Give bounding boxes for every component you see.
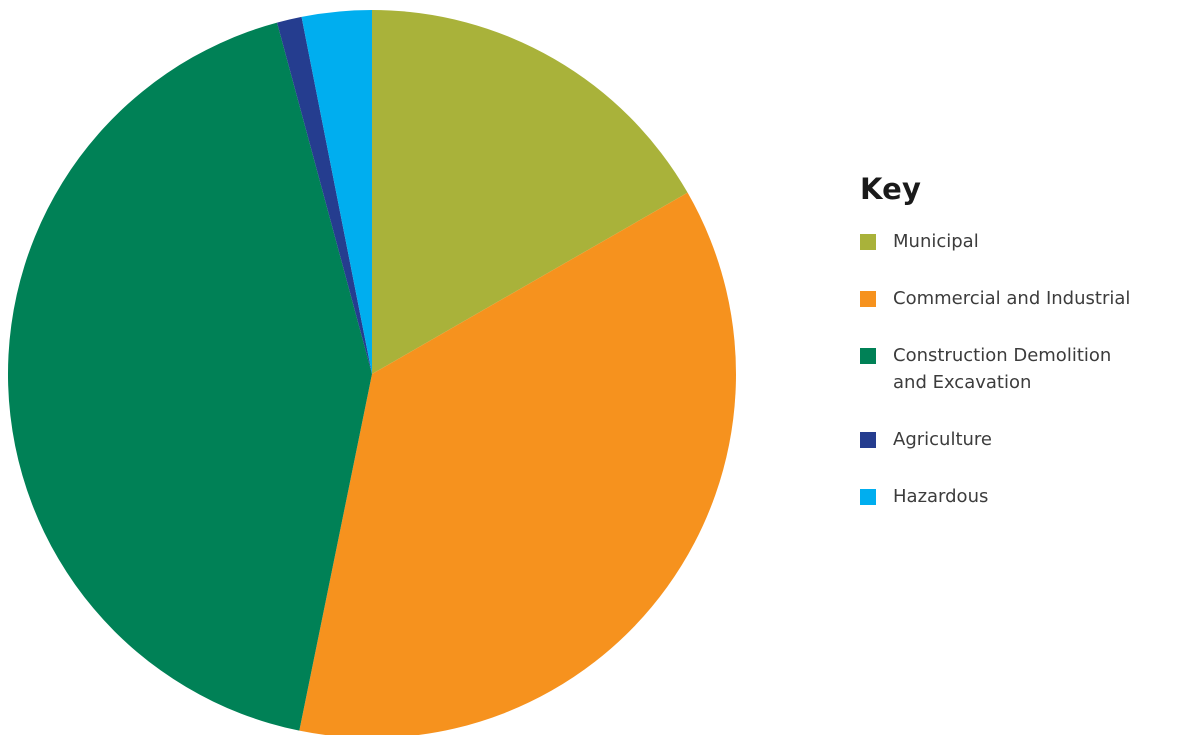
pie-slice: [301, 10, 372, 374]
legend-label: Hazardous: [893, 486, 989, 507]
legend-label: Commercial and Industrial: [893, 288, 1131, 309]
legend-items: Municipal Commercial and Industrial Constr…: [860, 228, 1180, 510]
legend-item: Commercial and Industrial: [860, 285, 1180, 312]
legend-item: Agriculture: [860, 426, 1180, 453]
pie-slice: [7, 22, 373, 731]
legend-swatch: [860, 234, 876, 250]
legend-label: Agriculture: [893, 429, 992, 450]
legend-item: Construction Demolition and Excavation: [860, 342, 1180, 396]
legend-item: Hazardous: [860, 483, 1180, 510]
pie-slices: [7, 10, 736, 735]
pie-slice: [372, 10, 688, 374]
legend-label: Construction Demolition and Excavation: [893, 345, 1112, 393]
legend-title: Key: [860, 172, 922, 206]
legend-swatch: [860, 291, 876, 307]
pie-chart: [7, 10, 736, 735]
legend-item: Municipal: [860, 228, 1180, 255]
legend-swatch: [860, 489, 876, 505]
pie-slice: [277, 16, 372, 374]
legend-swatch: [860, 348, 876, 364]
legend: Key Municipal Commercial and Industrial Co…: [860, 172, 1180, 540]
legend-swatch: [860, 432, 876, 448]
legend-label: Municipal: [893, 231, 979, 252]
pie-slice: [299, 192, 736, 735]
